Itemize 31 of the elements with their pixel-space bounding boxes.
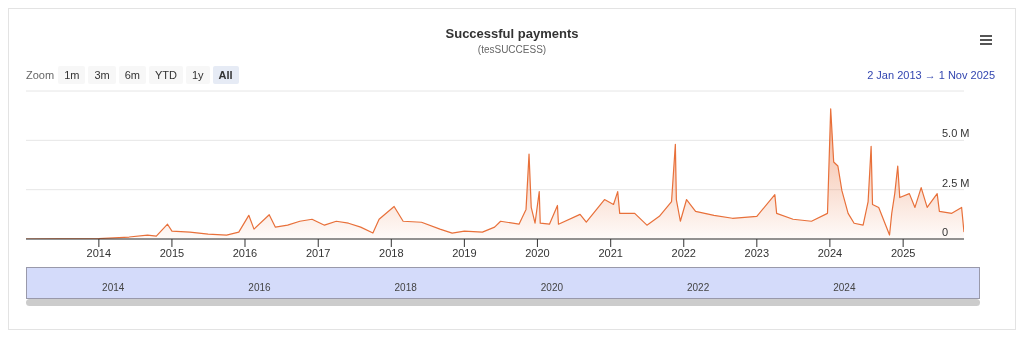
text: 2016 — [248, 282, 271, 293]
x-tick-label: 2015 — [159, 246, 185, 259]
text: All — [212, 66, 239, 84]
x-tick-label: 2017 — [306, 246, 331, 259]
text: 6m — [118, 66, 146, 84]
text: 3m — [88, 66, 116, 84]
text: 2 Jan 2013 → 1 Nov 2025 — [867, 69, 995, 81]
x-tick-label: 2022 — [671, 246, 696, 259]
text: 2024 — [833, 282, 856, 293]
x-tick-label: 2025 — [890, 246, 916, 259]
text: Zoom — [26, 69, 55, 81]
text: 2014 — [102, 282, 125, 293]
y-tick-label: 2.5 M — [942, 176, 970, 189]
text: 2018 — [394, 282, 417, 293]
x-tick-label: 2024 — [817, 246, 843, 259]
x-tick-label: 2014 — [86, 246, 112, 259]
text: 1m — [58, 66, 86, 84]
text: 2020 — [540, 282, 564, 293]
chart-title: Successful payments — [444, 26, 580, 41]
chart-subtitle: (tesSUCCESS) — [476, 44, 548, 55]
text: 1y — [185, 66, 210, 84]
x-tick-label: 2021 — [598, 246, 623, 259]
x-tick-label: 2018 — [379, 246, 404, 259]
text: YTD — [148, 66, 183, 84]
x-tick-label: 2020 — [525, 246, 550, 259]
x-tick-label: 2016 — [232, 246, 258, 259]
x-tick-label: 2019 — [452, 246, 477, 259]
x-tick-label: 2023 — [744, 246, 770, 259]
y-tick-label: 0 — [942, 225, 949, 238]
y-tick-label: 5.0 M — [942, 127, 970, 140]
text: 2022 — [686, 282, 710, 293]
